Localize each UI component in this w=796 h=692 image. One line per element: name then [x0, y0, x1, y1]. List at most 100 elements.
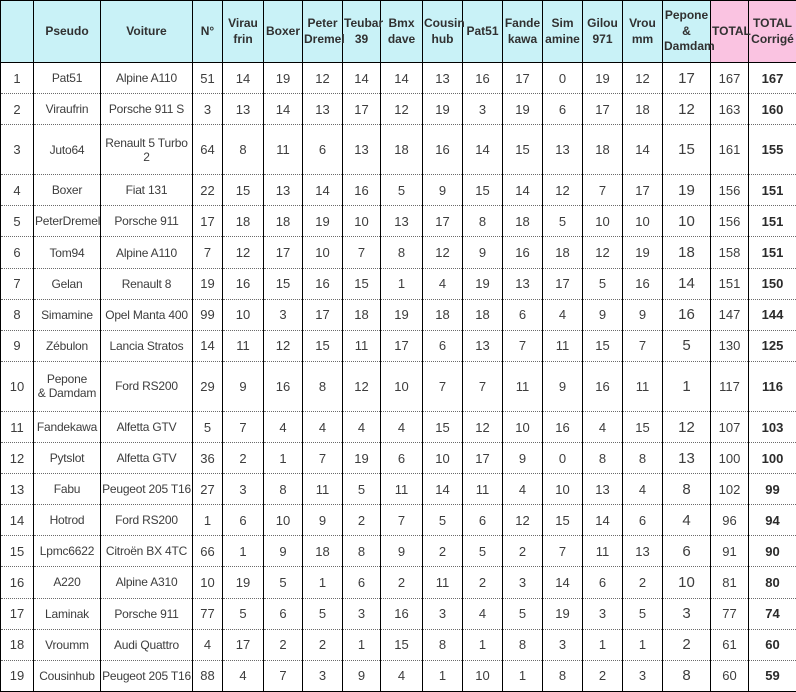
cell-voiture: Ford RS200: [100, 504, 193, 537]
cell-vote-pepone-damdam: 12: [662, 93, 711, 126]
cell-vote-pat51: 2: [462, 566, 503, 599]
table-row: 13 Fabu Peugeot 205 T16 27 3 8 11 5 11 14 11 4 10 13 4…: [0, 473, 796, 506]
cell-vote-pat51: 19: [462, 268, 503, 300]
cell-vote-teubar39: 9: [342, 660, 381, 692]
cell-pseudo: PeterDremel: [33, 205, 101, 238]
cell-vote-teubar39: 7: [342, 236, 381, 269]
table-row: 4 Boxer Fiat 131 22 15 13 14 16 5 9 15 14 12 7 17 19 156…: [0, 174, 796, 207]
cell-vote-simamine: 11: [542, 330, 583, 362]
cell-vote-peterdremel: 11: [302, 473, 343, 506]
cell-vote-boxer: 3: [263, 299, 303, 331]
table-row: 16 A220 Alpine A310 10 19 5 1 6 2 11 2 3 14 6 2 10 81 80: [0, 566, 796, 599]
cell-total: 158: [710, 236, 749, 269]
cell-rank: 8: [0, 299, 34, 331]
cell-total: 102: [710, 473, 749, 506]
header-cell-cousinhub: Cousin hub: [422, 0, 465, 63]
header-cell-peterdremel: Peter Dremel: [302, 0, 345, 63]
cell-vote-boxer: 11: [263, 124, 303, 176]
cell-vote-bmxdave: 18: [380, 124, 423, 176]
cell-vote-gilou971: 12: [582, 236, 623, 269]
cell-num: 7: [192, 236, 223, 269]
cell-vote-simamine: 9: [542, 361, 583, 412]
cell-vote-bmxdave: 8: [380, 236, 423, 269]
table-row: 12 Pytslot Alfetta GTV 36 2 1 7 19 6 10 17 9 0 8 8 13 10…: [0, 442, 796, 475]
table-row: 8 Simamine Opel Manta 400 99 10 3 17 18 19 18 18 6 4…: [0, 299, 796, 331]
header-cell-gilou971: Gilou 971: [582, 0, 623, 63]
cell-total: 100: [710, 442, 749, 475]
cell-vote-viraufrin: 17: [222, 629, 264, 661]
cell-vote-vroumm: 18: [622, 93, 663, 126]
cell-pseudo: Tom94: [33, 236, 101, 269]
cell-total: 107: [710, 411, 749, 444]
cell-vote-viraufrin: 18: [222, 205, 264, 238]
cell-total-corrige: 155: [748, 124, 796, 176]
cell-vote-peterdremel: 1: [302, 566, 343, 599]
cell-vote-simamine: 0: [542, 62, 583, 95]
cell-vote-pat51: 1: [462, 629, 503, 661]
cell-vote-fandekawa: 9: [502, 442, 543, 475]
cell-vote-teubar39: 8: [342, 535, 381, 568]
cell-total-corrige: 59: [748, 660, 796, 692]
cell-vote-viraufrin: 6: [222, 504, 264, 537]
cell-vote-simamine: 13: [542, 124, 583, 176]
cell-voiture: Opel Manta 400: [100, 299, 193, 331]
cell-vote-peterdremel: 3: [302, 660, 343, 692]
cell-vote-boxer: 15: [263, 268, 303, 300]
cell-vote-bmxdave: 15: [380, 629, 423, 661]
cell-pseudo: Vroumm: [33, 629, 101, 661]
header-cell-total-corrige: TOTAL Corrigé: [748, 0, 796, 63]
cell-vote-gilou971: 10: [582, 205, 623, 238]
cell-vote-teubar39: 13: [342, 124, 381, 176]
cell-vote-bmxdave: 6: [380, 442, 423, 475]
table-row: 10 Pepone & Damdam Ford RS200 29 9 16 8 12 10 7 7 1…: [0, 361, 796, 412]
cell-vote-vroumm: 14: [622, 124, 663, 176]
cell-total-corrige: 150: [748, 268, 796, 300]
cell-rank: 10: [0, 361, 34, 412]
cell-vote-vroumm: 8: [622, 442, 663, 475]
cell-num: 66: [192, 535, 223, 568]
cell-num: 4: [192, 629, 223, 661]
cell-vote-peterdremel: 5: [302, 598, 343, 630]
cell-vote-peterdremel: 16: [302, 268, 343, 300]
cell-vote-pepone-damdam: 12: [662, 411, 711, 444]
cell-vote-cousinhub: 14: [422, 473, 463, 506]
cell-vote-cousinhub: 11: [422, 566, 463, 599]
cell-voiture: Peugeot 205 T16: [100, 660, 193, 692]
cell-vote-simamine: 8: [542, 660, 583, 692]
cell-vote-fandekawa: 3: [502, 566, 543, 599]
cell-vote-simamine: 6: [542, 93, 583, 126]
cell-pseudo: Pat51: [33, 62, 101, 95]
cell-vote-vroumm: 4: [622, 473, 663, 506]
cell-vote-pat51: 13: [462, 330, 503, 362]
cell-total-corrige: 99: [748, 473, 796, 506]
table-row: 2 Viraufrin Porsche 911 S 3 13 14 13 17 12 19 3 19 6…: [0, 93, 796, 126]
cell-vote-gilou971: 8: [582, 442, 623, 475]
cell-vote-pat51: 16: [462, 62, 503, 95]
cell-rank: 19: [0, 660, 34, 692]
cell-num: 10: [192, 566, 223, 599]
cell-total: 61: [710, 629, 749, 661]
cell-vote-cousinhub: 1: [422, 660, 463, 692]
cell-vote-pepone-damdam: 14: [662, 268, 711, 300]
cell-total: 117: [710, 361, 749, 412]
cell-vote-viraufrin: 8: [222, 124, 264, 176]
cell-vote-bmxdave: 16: [380, 598, 423, 630]
cell-rank: 16: [0, 566, 34, 599]
cell-vote-viraufrin: 3: [222, 473, 264, 506]
cell-vote-simamine: 17: [542, 268, 583, 300]
cell-vote-simamine: 14: [542, 566, 583, 599]
cell-voiture: Ford RS200: [100, 361, 193, 412]
cell-vote-pepone-damdam: 10: [662, 205, 711, 238]
cell-voiture: Renault 8: [100, 268, 193, 300]
cell-vote-teubar39: 12: [342, 361, 381, 412]
cell-vote-vroumm: 13: [622, 535, 663, 568]
cell-total: 156: [710, 174, 749, 207]
cell-vote-peterdremel: 4: [302, 411, 343, 444]
cell-vote-peterdremel: 6: [302, 124, 343, 176]
header-cell-teubar39: Teubar 39: [342, 0, 383, 63]
cell-vote-pat51: 4: [462, 598, 503, 630]
cell-vote-pepone-damdam: 4: [662, 504, 711, 537]
cell-vote-pepone-damdam: 15: [662, 124, 711, 176]
cell-vote-cousinhub: 19: [422, 93, 463, 126]
cell-vote-viraufrin: 14: [222, 62, 264, 95]
